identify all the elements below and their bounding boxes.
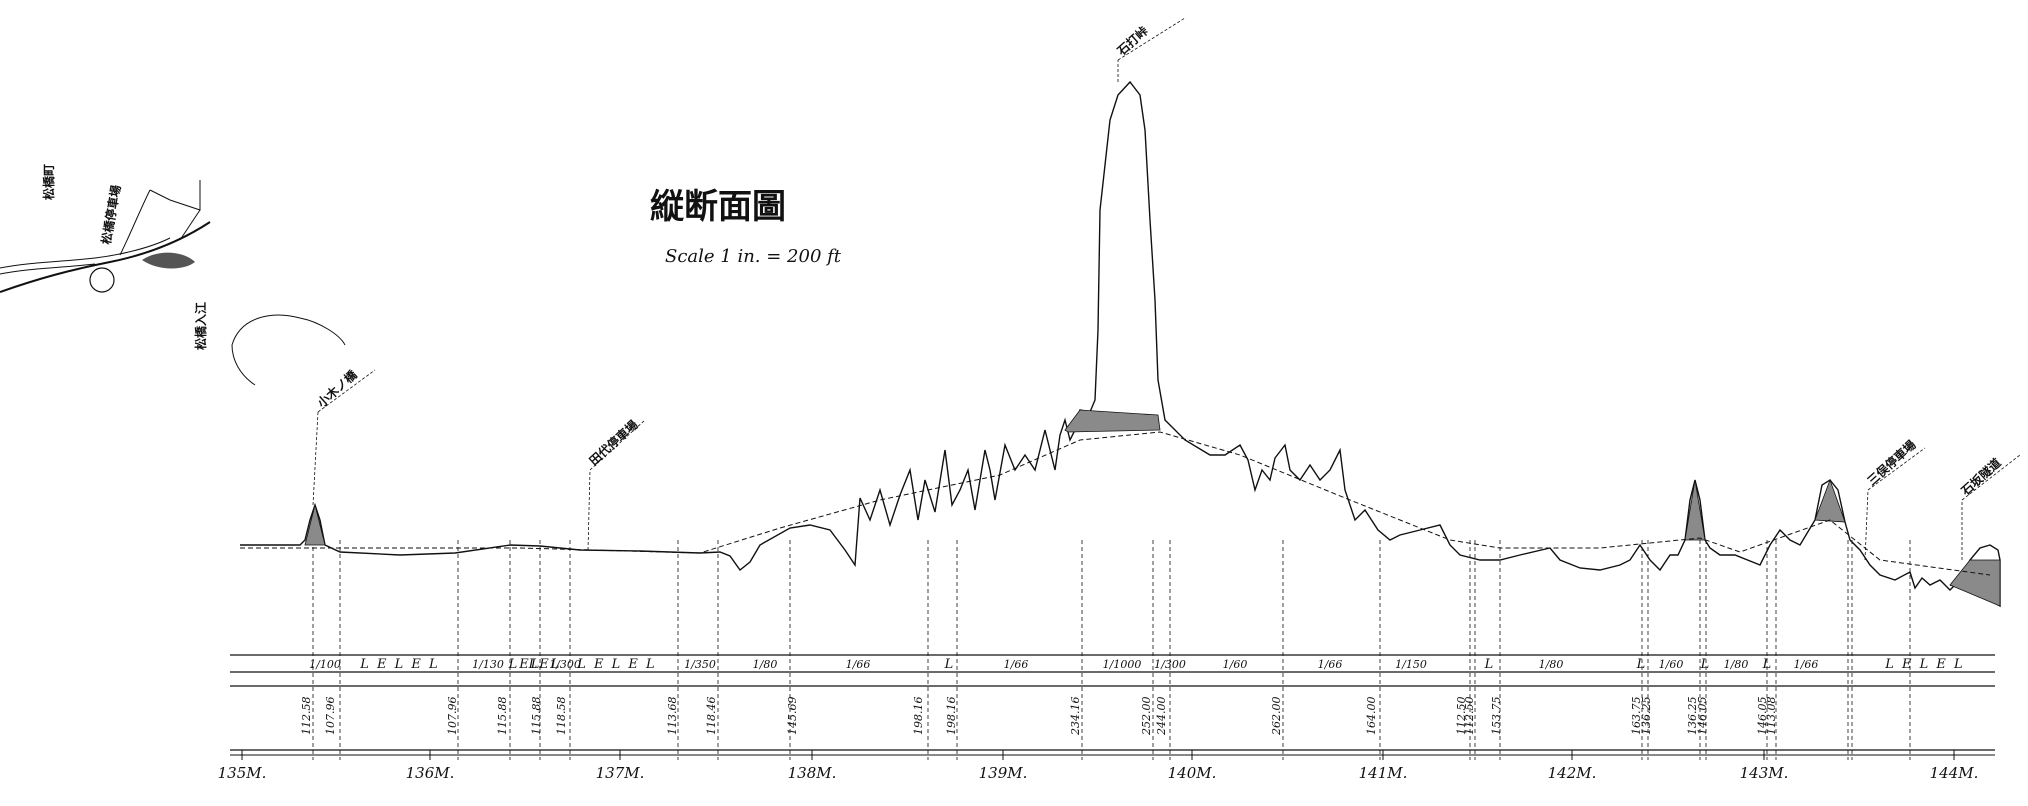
elevation-label: 262.00 (1270, 697, 1283, 737)
gradient-label: 1/300 (549, 658, 581, 671)
km-label: 142M. (1548, 764, 1597, 782)
cut-section (1064, 409, 1161, 433)
inset-label-matsubase-town: 松橋町 (41, 164, 56, 200)
km-label: 143M. (1740, 764, 1789, 782)
gradient-label: 1/100 (309, 658, 341, 671)
elevation-label: 244.00 (1155, 697, 1168, 737)
gradient-label: L E L E L (576, 657, 656, 672)
gradient-label: L E L E L (359, 657, 439, 672)
station-label: 石坂隧道 (1957, 455, 2003, 499)
station-leader (312, 411, 319, 506)
gradient-label: 1/300 (1154, 658, 1186, 671)
track-grade-line (240, 431, 1991, 576)
gradient-label: 1/350 (684, 658, 716, 671)
station-leader (1961, 454, 2021, 501)
gradient-label: 1/66 (1794, 658, 1819, 671)
station-label: 田代停車場 (586, 417, 641, 468)
station-drop-lines (312, 540, 1911, 760)
elevation-label: 198.16 (945, 697, 958, 736)
elevation-label: 146.05 (1696, 697, 1709, 736)
profile-bands (230, 654, 1995, 756)
station-leader (317, 369, 376, 413)
station-leader (1864, 489, 1869, 561)
station-leader (587, 469, 591, 551)
cut-section (1684, 479, 1706, 541)
km-label: 139M. (979, 764, 1028, 782)
km-label: 138M. (788, 764, 837, 782)
grade-line (240, 431, 1991, 576)
km-label: 137M. (596, 764, 645, 782)
elevation-label: 112.50 (1455, 697, 1468, 736)
cut-section (1814, 478, 1846, 523)
elevation-label: 198.16 (912, 697, 925, 736)
km-label: 144M. (1930, 764, 1979, 782)
gradient-label: L (1762, 657, 1774, 672)
cut-section (1949, 559, 2001, 607)
elevation-label: 136.25 (1640, 697, 1653, 736)
elevation-label: 115.88 (530, 697, 543, 736)
gradient-label: 1/60 (1223, 658, 1248, 671)
station-label: 三俣停車場 (1864, 437, 1919, 488)
elevation-label: 163.75 (1630, 697, 1643, 736)
elevation-label: 107.96 (446, 697, 459, 736)
elevation-label: 146.05 (1756, 697, 1769, 736)
distance-band: 135M. 136M. 137M. 138M. 139M. 140M. 141M. 142M.… (218, 750, 1979, 782)
elevation-label: 112.50 (1463, 697, 1476, 736)
ground-line (240, 80, 2001, 608)
gradient-label: 1/80 (1724, 658, 1749, 671)
gradient-label: 1/150 (1395, 658, 1427, 671)
km-label: 136M. (406, 764, 455, 782)
elevation-band: 112.58 107.96 107.96 115.88 115.88 118.58 113.… (300, 697, 1778, 737)
location-inset-map: 松橋町 松橋停車場 松橋入江 (0, 164, 346, 386)
elevation-label: 112.58 (300, 697, 313, 736)
gradient-label: LEL (508, 657, 542, 672)
elevation-label: 115.88 (496, 697, 509, 736)
elevation-label: 118.46 (705, 697, 718, 736)
elevation-label: 118.58 (555, 697, 568, 736)
gradient-label: L (1700, 657, 1712, 672)
elevation-label: 153.75 (1490, 697, 1503, 736)
inset-label-matsubase-station: 松橋停車場 (98, 184, 123, 246)
elevation-label: 107.96 (324, 697, 337, 736)
elevation-label: 113.08 (1765, 697, 1778, 736)
gradient-label: LEL (528, 657, 562, 672)
station-label: 石打峠 (1113, 23, 1151, 59)
gradient-label: L (1636, 657, 1648, 672)
gradient-label: L E L E L (1884, 657, 1964, 672)
gradient-label: L (944, 657, 956, 672)
scale-note: Scale 1 in. = 200 ft (665, 246, 842, 267)
gradient-label: 1/66 (846, 658, 871, 671)
elevation-label: 113.68 (666, 697, 679, 736)
gradient-label: 1/66 (1318, 658, 1343, 671)
station-leader (1867, 447, 1926, 491)
km-label: 141M. (1359, 764, 1408, 782)
gradient-label: 1/130 (472, 658, 504, 671)
station-leader (1117, 17, 1186, 61)
station-leader (589, 419, 646, 471)
gradient-label: L (1484, 657, 1496, 672)
elevation-label: 136.25 (1686, 697, 1699, 736)
km-label: 140M. (1168, 764, 1217, 782)
drawing-title: 縦断面圖 (650, 187, 786, 227)
elevation-label: 164.00 (1365, 697, 1378, 736)
ground-profile (240, 80, 2001, 608)
elevation-label: 252.00 (1140, 697, 1153, 737)
cut-section (304, 504, 326, 546)
gradient-label: 1/66 (1004, 658, 1029, 671)
gradient-label: 1/60 (1659, 658, 1684, 671)
station-label: 小木ノ橋 (314, 366, 360, 410)
gradient-label: 1/80 (753, 658, 778, 671)
gradient-label: 1/80 (1539, 658, 1564, 671)
elevation-label: 234.16 (1069, 697, 1082, 737)
km-label: 135M. (218, 764, 267, 782)
inset-label-matsubase-inlet: 松橋入江 (193, 302, 208, 350)
gradient-label: 1/1000 (1103, 658, 1142, 671)
elevation-label: 145.69 (786, 697, 799, 736)
